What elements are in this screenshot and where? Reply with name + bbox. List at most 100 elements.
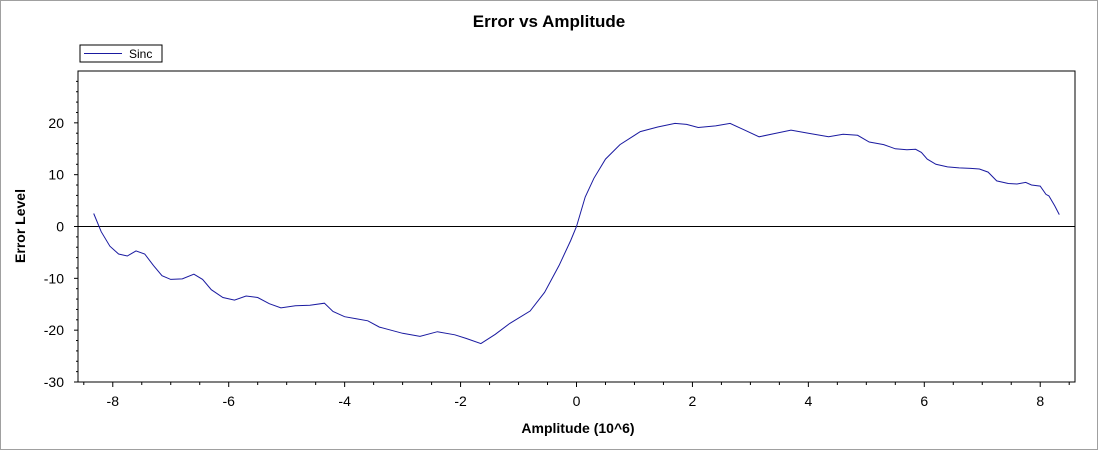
- data-point: [730, 123, 731, 124]
- x-tick-label: -6: [222, 393, 235, 409]
- x-tick-label: 8: [1036, 393, 1044, 409]
- x-tick-label: 0: [573, 393, 581, 409]
- data-point: [570, 240, 571, 241]
- legend: Sinc: [79, 44, 163, 63]
- data-point: [808, 133, 809, 134]
- data-point: [222, 297, 223, 298]
- data-point: [576, 226, 577, 227]
- data-point: [309, 305, 310, 306]
- data-point: [935, 164, 936, 165]
- data-point: [390, 330, 391, 331]
- data-point: [698, 127, 699, 128]
- data-point: [234, 300, 235, 301]
- data-point: [828, 136, 829, 137]
- y-tick-label: -10: [44, 270, 64, 286]
- x-axis: -8 -6 -4 -2 0 2 4 6 8: [83, 382, 1070, 409]
- data-point: [1040, 185, 1041, 186]
- data-point: [585, 196, 586, 197]
- data-point: [202, 279, 203, 280]
- data-point: [970, 168, 971, 169]
- data-point: [593, 178, 594, 179]
- data-point: [495, 334, 496, 335]
- data-point: [127, 255, 128, 256]
- data-point: [857, 135, 858, 136]
- data-point: [269, 303, 270, 304]
- data-point: [640, 131, 641, 132]
- data-point: [211, 289, 212, 290]
- data-point: [958, 167, 959, 168]
- y-tick-label: -20: [44, 322, 64, 338]
- y-axis-label: Error Level: [12, 189, 28, 263]
- data-point: [101, 231, 102, 232]
- data-point: [773, 133, 774, 134]
- data-point: [674, 123, 675, 124]
- data-point: [1045, 194, 1046, 195]
- data-point: [657, 126, 658, 127]
- data-point: [454, 334, 455, 335]
- y-axis: -30 -20 -10 0 10 20: [44, 80, 78, 390]
- data-point: [509, 323, 510, 324]
- data-point: [790, 129, 791, 130]
- data-point: [480, 343, 481, 344]
- data-point: [324, 303, 325, 304]
- series-line-sinc: [93, 122, 1060, 345]
- y-tick-label: 20: [48, 115, 64, 131]
- data-point: [869, 141, 870, 142]
- data-point: [280, 307, 281, 308]
- data-point: [744, 129, 745, 130]
- x-tick-label: 2: [689, 393, 697, 409]
- data-point: [1025, 182, 1026, 183]
- data-point: [193, 274, 194, 275]
- data-point: [530, 310, 531, 311]
- x-axis-label: Amplitude (10^6): [521, 420, 634, 436]
- y-tick-label: -30: [44, 374, 64, 390]
- data-point: [686, 124, 687, 125]
- data-point: [1016, 183, 1017, 184]
- data-point: [906, 149, 907, 150]
- data-point: [921, 152, 922, 153]
- data-point: [883, 144, 884, 145]
- data-point: [419, 336, 420, 337]
- data-point: [332, 311, 333, 312]
- data-point: [947, 166, 948, 167]
- data-point: [356, 318, 357, 319]
- data-point: [93, 213, 94, 214]
- data-point: [170, 279, 171, 280]
- data-point: [1008, 183, 1009, 184]
- data-point: [559, 265, 560, 266]
- data-point: [1054, 205, 1055, 206]
- x-tick-label: -8: [107, 393, 120, 409]
- data-point: [843, 134, 844, 135]
- data-point: [153, 265, 154, 266]
- data-point: [144, 253, 145, 254]
- data-point: [437, 331, 438, 332]
- x-tick-label: 4: [804, 393, 812, 409]
- data-point: [1059, 214, 1060, 215]
- data-point: [109, 246, 110, 247]
- data-point: [605, 159, 606, 160]
- data-point: [466, 338, 467, 339]
- x-tick-label: -4: [338, 393, 351, 409]
- data-point: [987, 171, 988, 172]
- series-points: [93, 123, 1060, 344]
- data-point: [758, 136, 759, 137]
- data-point: [295, 305, 296, 306]
- data-point: [161, 275, 162, 276]
- data-point: [715, 125, 716, 126]
- data-point: [979, 168, 980, 169]
- data-point: [344, 316, 345, 317]
- x-tick-label: 6: [920, 393, 928, 409]
- y-tick-label: 0: [56, 219, 64, 235]
- data-point: [619, 144, 620, 145]
- data-point: [895, 148, 896, 149]
- data-point: [245, 295, 246, 296]
- data-point: [402, 333, 403, 334]
- data-point: [257, 297, 258, 298]
- data-point: [927, 159, 928, 160]
- data-point: [182, 278, 183, 279]
- data-point: [118, 253, 119, 254]
- data-point: [135, 250, 136, 251]
- data-point: [915, 149, 916, 150]
